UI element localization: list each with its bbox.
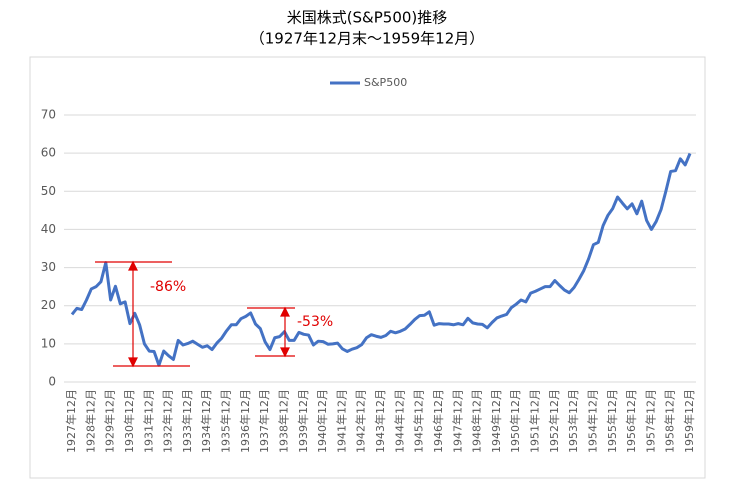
x-tick-label: 1935年12月 — [219, 389, 233, 453]
y-tick-label: 0 — [48, 375, 56, 389]
annotation: -53% — [297, 314, 333, 330]
x-tick-label: 1954年12月 — [585, 389, 599, 453]
arrow-head — [280, 306, 290, 358]
arrow-head — [128, 260, 138, 368]
x-tick-label: 1932年12月 — [161, 389, 175, 453]
x-tick-label: 1927年12月 — [64, 389, 78, 453]
x-tick-label: 1947年12月 — [450, 389, 464, 453]
x-tick-label: 1945年12月 — [412, 389, 426, 453]
x-tick-label: 1951年12月 — [528, 389, 542, 453]
x-tick-label: 1934年12月 — [199, 389, 213, 453]
y-tick-label: 40 — [41, 222, 56, 236]
x-tick-label: 1957年12月 — [643, 389, 657, 453]
x-tick-label: 1943年12月 — [373, 389, 387, 453]
annotation: -86% — [150, 279, 186, 295]
x-tick-label: 1958年12月 — [663, 389, 677, 453]
x-tick-label: 1944年12月 — [392, 389, 406, 453]
chart-subtitle: （1927年12月末～1959年12月） — [250, 30, 485, 48]
x-tick-label: 1928年12月 — [83, 389, 97, 453]
x-tick-label: 1939年12月 — [296, 389, 310, 453]
x-tick-label: 1942年12月 — [354, 389, 368, 453]
series-line — [70, 152, 692, 367]
x-tick-label: 1931年12月 — [141, 389, 155, 453]
y-tick-label: 70 — [41, 108, 56, 122]
y-tick-label: 10 — [41, 336, 56, 350]
x-tick-label: 1937年12月 — [257, 389, 271, 453]
annotation-arrows — [95, 260, 295, 368]
x-tick-label: 1936年12月 — [238, 389, 252, 453]
x-tick-label: 1955年12月 — [605, 389, 619, 453]
y-tick-label: 30 — [41, 260, 56, 274]
x-tick-label: 1929年12月 — [103, 389, 117, 453]
x-tick-label: 1930年12月 — [122, 389, 136, 453]
chart-title: 米国株式(S&P500)推移 — [287, 9, 448, 27]
x-tick-label: 1950年12月 — [508, 389, 522, 453]
x-tick-label: 1933年12月 — [180, 389, 194, 453]
x-tick-label: 1959年12月 — [682, 389, 696, 453]
x-tick-label: 1941年12月 — [334, 389, 348, 453]
x-tick-label: 1948年12月 — [470, 389, 484, 453]
x-tick-label: 1949年12月 — [489, 389, 503, 453]
x-tick-label: 1938年12月 — [276, 389, 290, 453]
x-tick-label: 1946年12月 — [431, 389, 445, 453]
y-tick-label: 20 — [41, 298, 56, 312]
x-tick-label: 1940年12月 — [315, 389, 329, 453]
legend-label: S&P500 — [364, 76, 407, 89]
x-tick-label: 1956年12月 — [624, 389, 638, 453]
x-tick-label: 1952年12月 — [547, 389, 561, 453]
y-tick-label: 50 — [41, 184, 56, 198]
x-tick-label: 1953年12月 — [566, 389, 580, 453]
y-tick-label: 60 — [41, 146, 56, 160]
